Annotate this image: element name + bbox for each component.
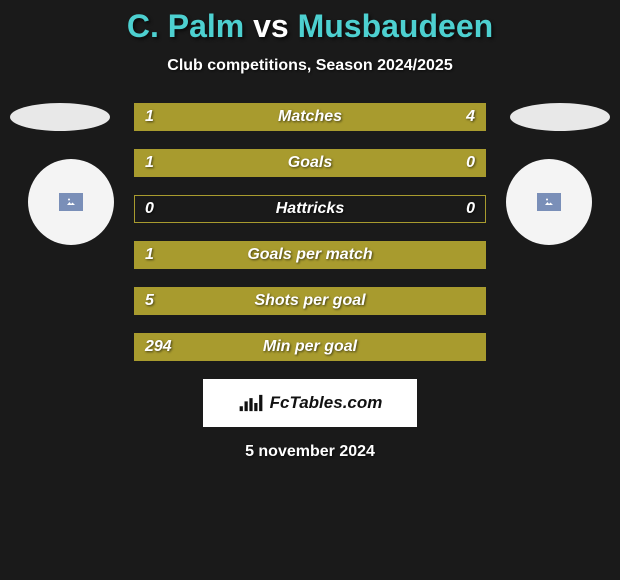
image-placeholder-icon [59,193,83,211]
stat-bar-row: 00Hattricks [134,195,486,223]
player2-name: Musbaudeen [298,8,494,44]
stat-bar-row: 1Goals per match [134,241,486,269]
subtitle: Club competitions, Season 2024/2025 [0,57,620,75]
club-ellipse-right [510,103,610,131]
bar-label: Goals [135,150,485,176]
stat-bar-row: 14Matches [134,103,486,131]
footer-brand: FcTables.com [270,393,383,413]
date-label: 5 november 2024 [0,443,620,461]
stat-bar-row: 10Goals [134,149,486,177]
stat-bar-row: 5Shots per goal [134,287,486,315]
image-placeholder-icon [537,193,561,211]
club-ellipse-left [10,103,110,131]
bars-logo-icon [238,392,264,414]
stat-bars: 14Matches 10Goals 00Hattricks 1Goals per ma… [134,103,486,361]
bar-label: Hattricks [135,196,485,222]
player2-avatar [506,159,592,245]
bar-label: Min per goal [135,334,485,360]
bar-label: Matches [135,104,485,130]
footer-badge: FcTables.com [203,379,417,427]
comparison-title: C. Palm vs Musbaudeen [0,0,620,45]
bar-label: Goals per match [135,242,485,268]
chart-area: 14Matches 10Goals 00Hattricks 1Goals per ma… [0,103,620,361]
bar-label: Shots per goal [135,288,485,314]
player1-name: C. Palm [127,8,244,44]
stat-bar-row: 294Min per goal [134,333,486,361]
player1-avatar [28,159,114,245]
title-vs: vs [253,8,289,44]
